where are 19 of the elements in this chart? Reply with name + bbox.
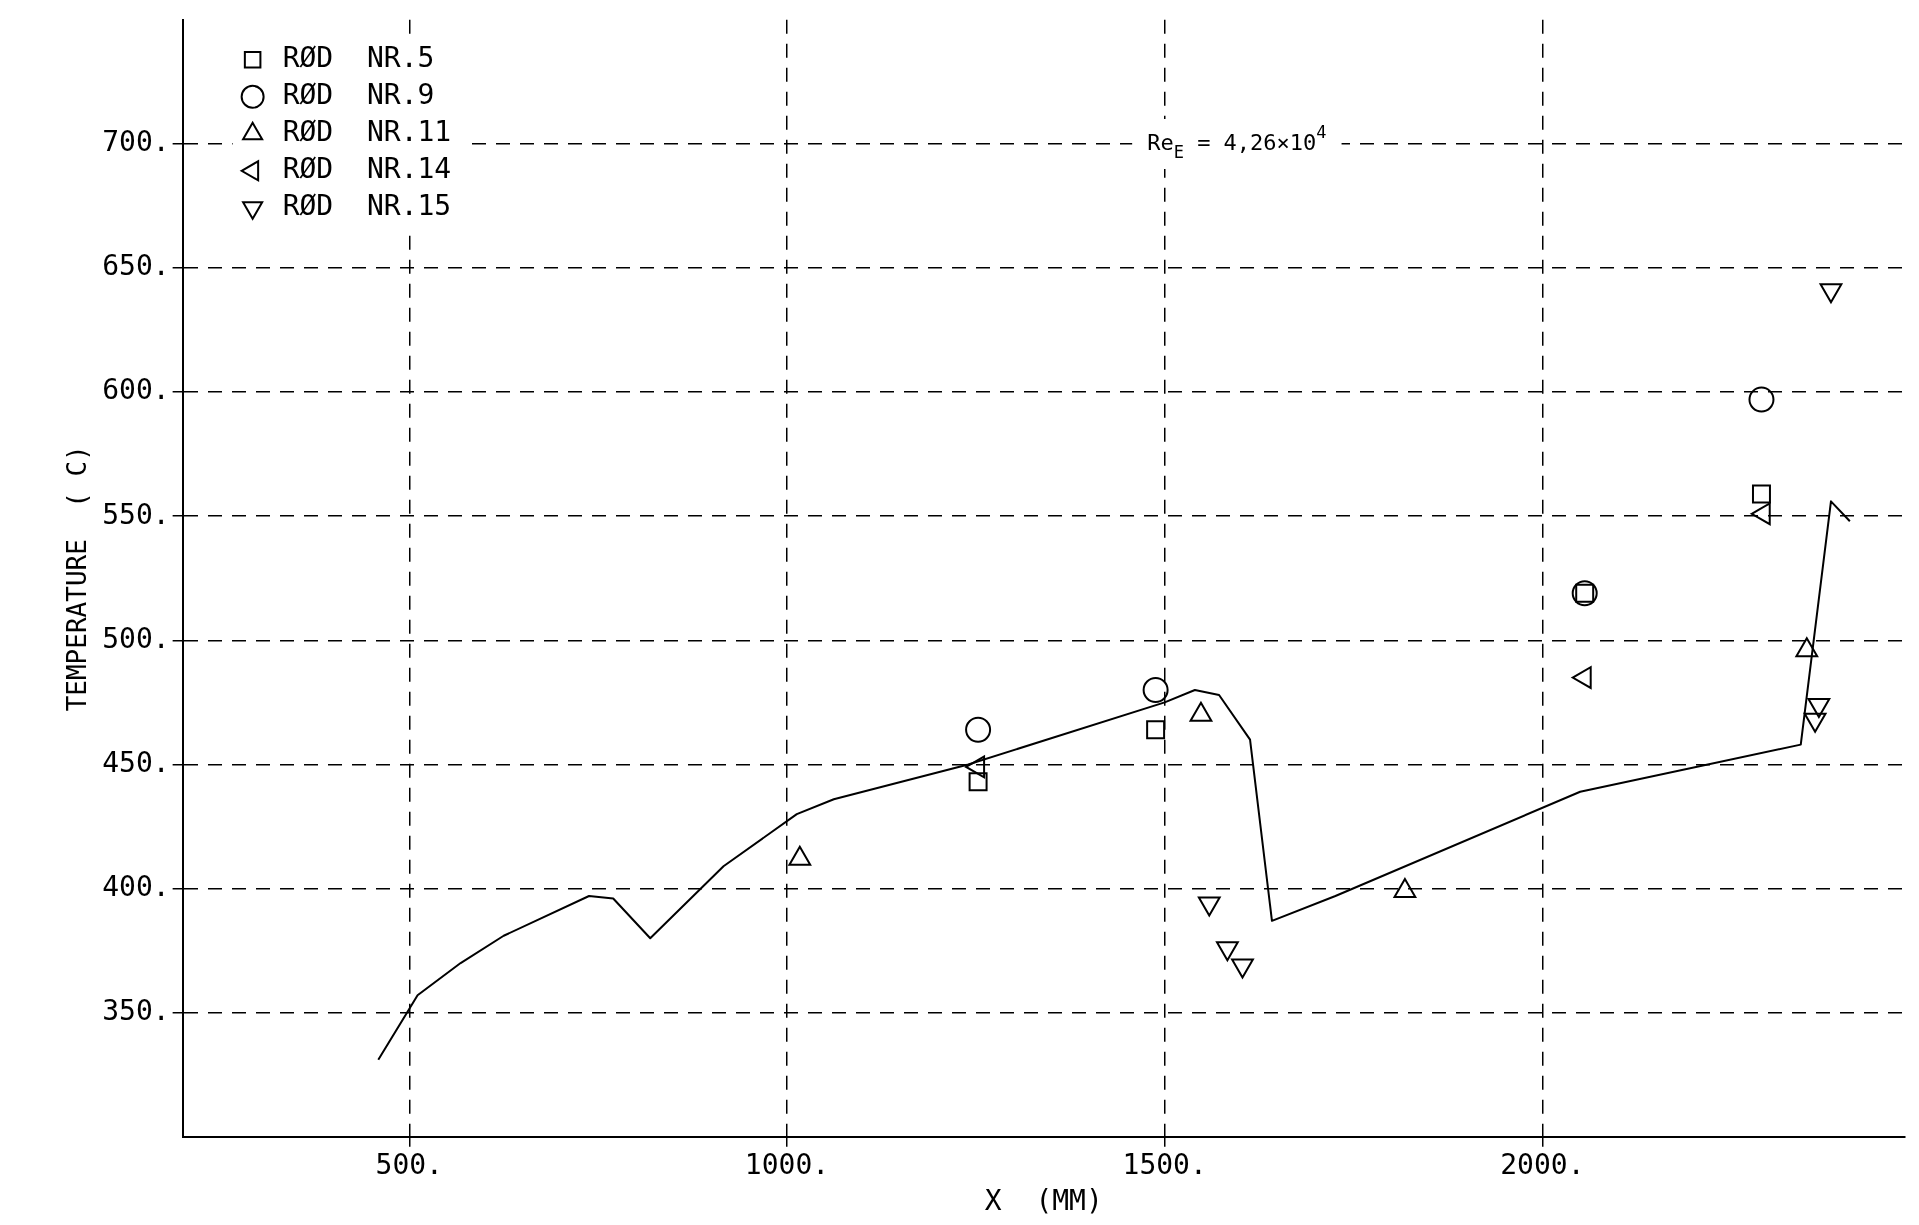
x-axis-title: X (MM) [984,1184,1103,1218]
x-tick-label: 500. [375,1147,443,1181]
y-tick-label: 450. [102,745,170,779]
legend-label: RØD NR.11 [282,115,452,149]
legend-label: RØD NR.5 [282,41,435,75]
y-tick-label: 700. [102,125,170,159]
y-tick-label: 400. [102,869,170,903]
legend-label: RØD NR.15 [282,189,452,223]
y-tick-label: 350. [102,993,170,1027]
y-tick-label: 500. [102,621,170,655]
y-tick-label: 650. [102,249,170,283]
y-tick-label: 550. [102,497,170,531]
x-tick-label: 1500. [1122,1147,1207,1181]
y-axis-title: TEMPERATURE ( C) [62,445,93,712]
x-tick-label: 2000. [1500,1147,1585,1181]
y-tick-label: 600. [102,373,170,407]
x-tick-label: 1000. [744,1147,830,1181]
legend-label: RØD NR.9 [282,78,435,112]
legend-label: RØD NR.14 [282,152,452,186]
